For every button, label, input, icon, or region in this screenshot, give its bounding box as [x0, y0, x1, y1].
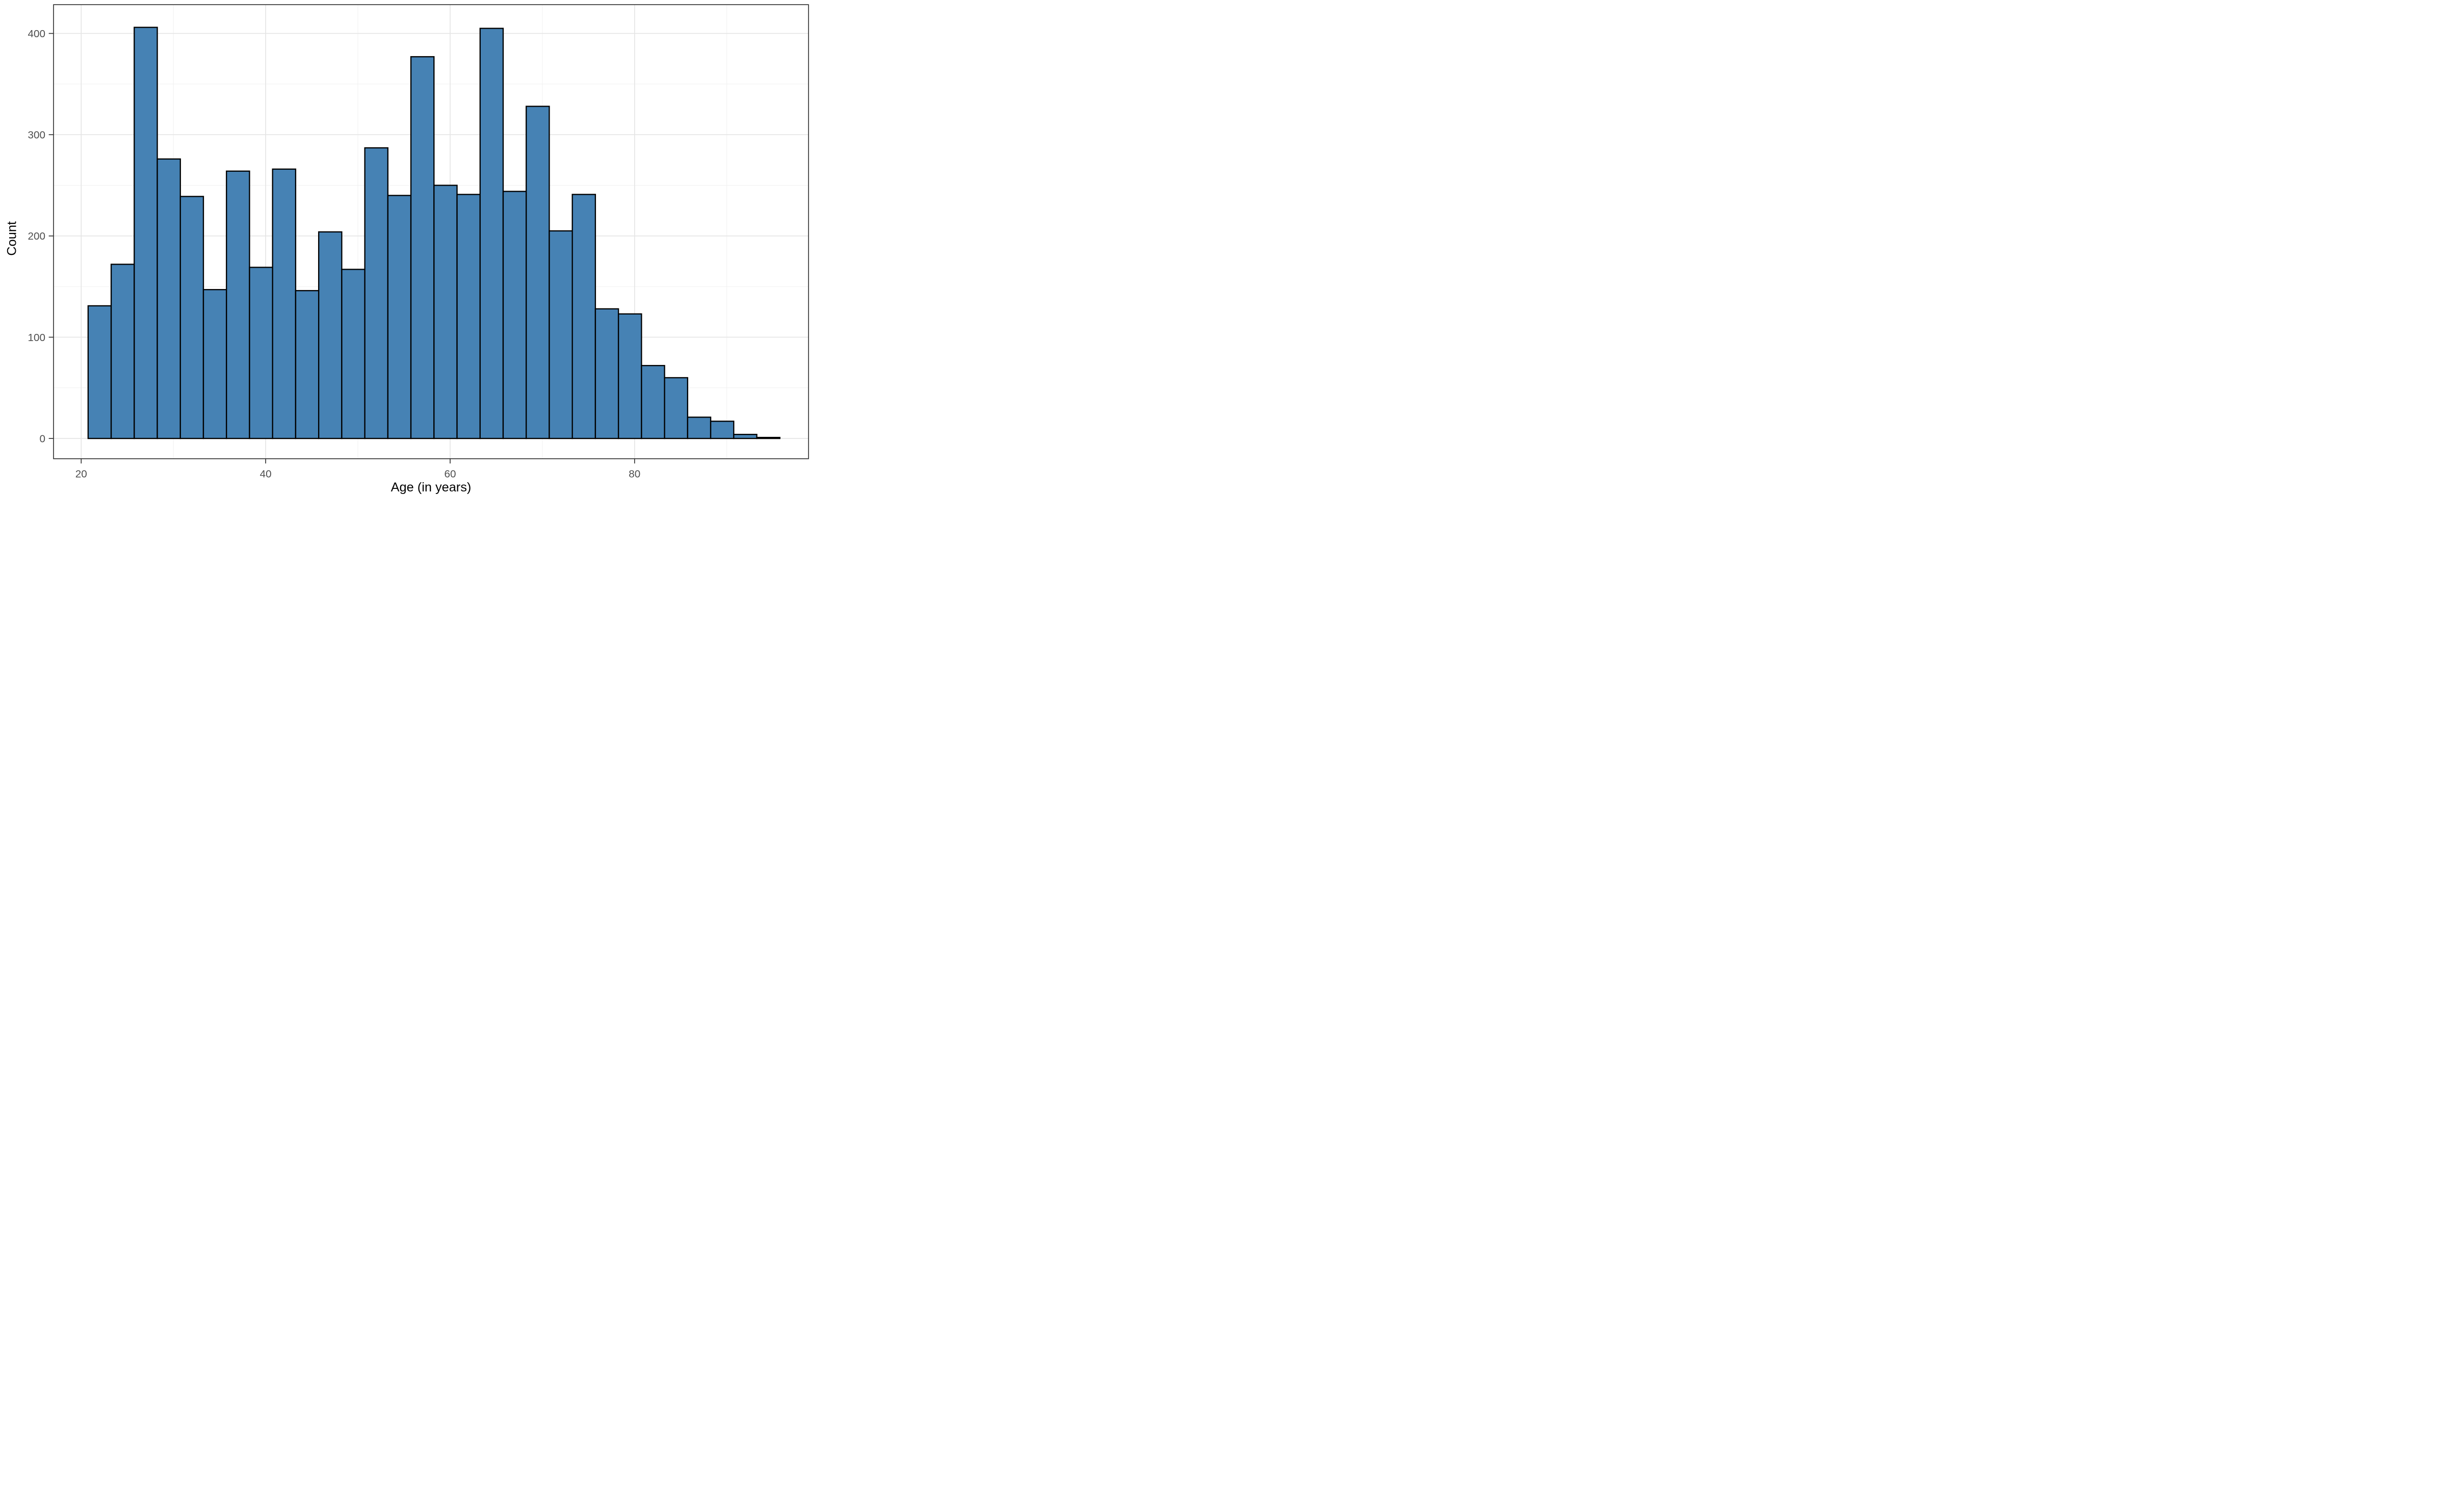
histogram-bar: [110, 264, 135, 439]
histogram-bar: [272, 168, 297, 439]
histogram-figure: 20 40 60 80 0 100 200 300 400 Age (in years) Co…: [0, 0, 816, 504]
histogram-bar: [410, 56, 435, 439]
histogram-bar: [364, 147, 388, 439]
y-tick-label: 100: [28, 332, 45, 344]
histogram-bar: [295, 290, 320, 439]
histogram-bar: [387, 195, 412, 439]
histogram-bar: [571, 194, 596, 439]
x-tick-label: 80: [629, 468, 640, 480]
histogram-bar: [687, 416, 712, 439]
histogram-bar: [733, 433, 758, 439]
y-tick-label: 400: [28, 28, 45, 40]
plot-panel-border: [53, 4, 809, 459]
x-axis-title: Age (in years): [391, 480, 472, 494]
histogram-bar: [594, 308, 619, 439]
histogram-bar: [502, 191, 527, 439]
histogram-bar: [87, 305, 112, 439]
histogram-bar: [433, 185, 458, 439]
histogram-bar: [157, 158, 181, 439]
x-axis-tick-marks: [81, 458, 635, 464]
histogram-bar: [134, 27, 158, 439]
histogram-bar: [549, 230, 573, 439]
histogram-bar: [318, 231, 343, 439]
histogram-bar: [202, 289, 227, 439]
histogram-bar: [456, 194, 481, 439]
histogram-bar: [664, 377, 688, 439]
y-axis-tick-marks: [48, 33, 54, 439]
x-tick-label: 20: [75, 468, 87, 480]
histogram-bar: [341, 269, 366, 439]
histogram-bar: [179, 196, 204, 439]
histogram-bar: [756, 436, 780, 439]
histogram-bar: [710, 421, 735, 439]
histogram-bar: [617, 313, 642, 439]
histogram-bar: [526, 106, 550, 439]
x-tick-label: 60: [444, 468, 456, 480]
histogram-bars: [87, 27, 780, 439]
x-tick-label: 40: [260, 468, 272, 480]
histogram-bar: [226, 170, 250, 439]
y-tick-label: 300: [28, 129, 45, 141]
histogram-bar: [249, 267, 273, 439]
age-histogram-chart: 20 40 60 80 0 100 200 300 400 Age (in years) Co…: [5, 4, 809, 494]
y-tick-label: 200: [28, 230, 45, 242]
histogram-bar: [641, 364, 665, 439]
histogram-bar: [479, 28, 504, 439]
x-axis-tick-labels: 20 40 60 80: [75, 468, 640, 480]
y-axis-tick-labels: 0 100 200 300 400: [28, 28, 45, 445]
y-tick-label: 0: [40, 433, 46, 445]
y-axis-title: Count: [5, 221, 19, 256]
